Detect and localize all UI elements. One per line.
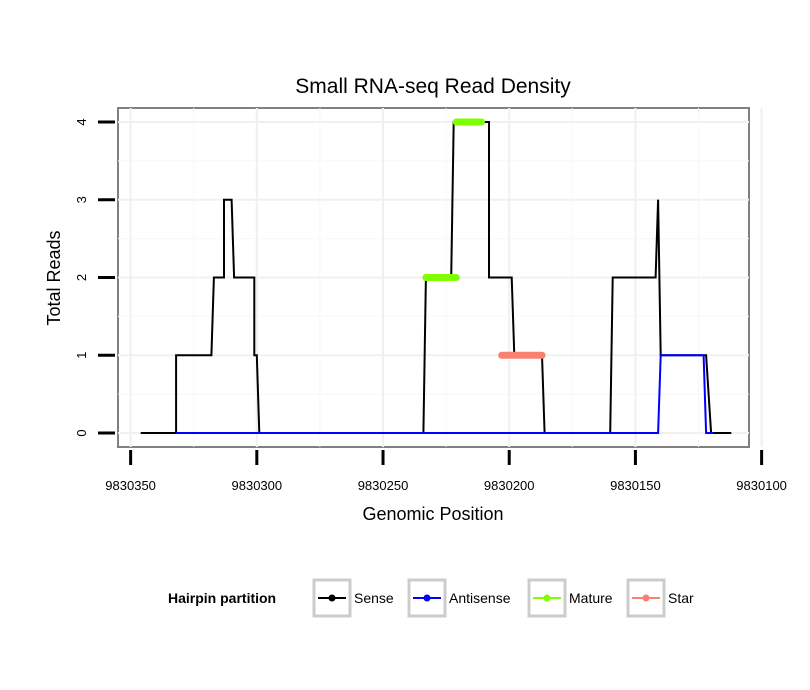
y-tick-label: 4 bbox=[74, 118, 89, 125]
x-tick-label: 9830150 bbox=[610, 478, 661, 493]
y-tick-label: 0 bbox=[74, 429, 89, 436]
legend-label-star: Star bbox=[668, 590, 694, 606]
x-tick-label: 9830200 bbox=[484, 478, 535, 493]
legend-point-antisense bbox=[423, 594, 431, 602]
legend-point-mature bbox=[543, 594, 551, 602]
y-axis-title: Total Reads bbox=[44, 230, 64, 325]
x-axis: 9830350 9830300 9830250 9830200 9830150 98301… bbox=[105, 450, 787, 493]
legend-point-star bbox=[642, 594, 650, 602]
legend-label-sense: Sense bbox=[354, 590, 394, 606]
legend-label-antisense: Antisense bbox=[449, 590, 511, 606]
y-tick-label: 2 bbox=[74, 274, 89, 281]
x-tick-label: 9830350 bbox=[105, 478, 156, 493]
x-axis-title: Genomic Position bbox=[362, 504, 503, 524]
y-axis: 0 1 2 3 4 bbox=[74, 118, 115, 437]
legend: Hairpin partition Sense Antisense Mature St… bbox=[168, 578, 694, 618]
x-tick-label: 9830250 bbox=[358, 478, 409, 493]
series-group bbox=[140, 118, 732, 434]
legend-title: Hairpin partition bbox=[168, 590, 276, 606]
legend-point-sense bbox=[328, 594, 336, 602]
x-tick-label: 9830100 bbox=[736, 478, 787, 493]
x-tick-label: 9830300 bbox=[232, 478, 283, 493]
y-tick-label: 3 bbox=[74, 196, 89, 203]
y-tick-label: 1 bbox=[74, 352, 89, 359]
chart-title: Small RNA-seq Read Density bbox=[295, 75, 571, 98]
series-antisense-line bbox=[176, 354, 714, 434]
legend-label-mature: Mature bbox=[569, 590, 613, 606]
